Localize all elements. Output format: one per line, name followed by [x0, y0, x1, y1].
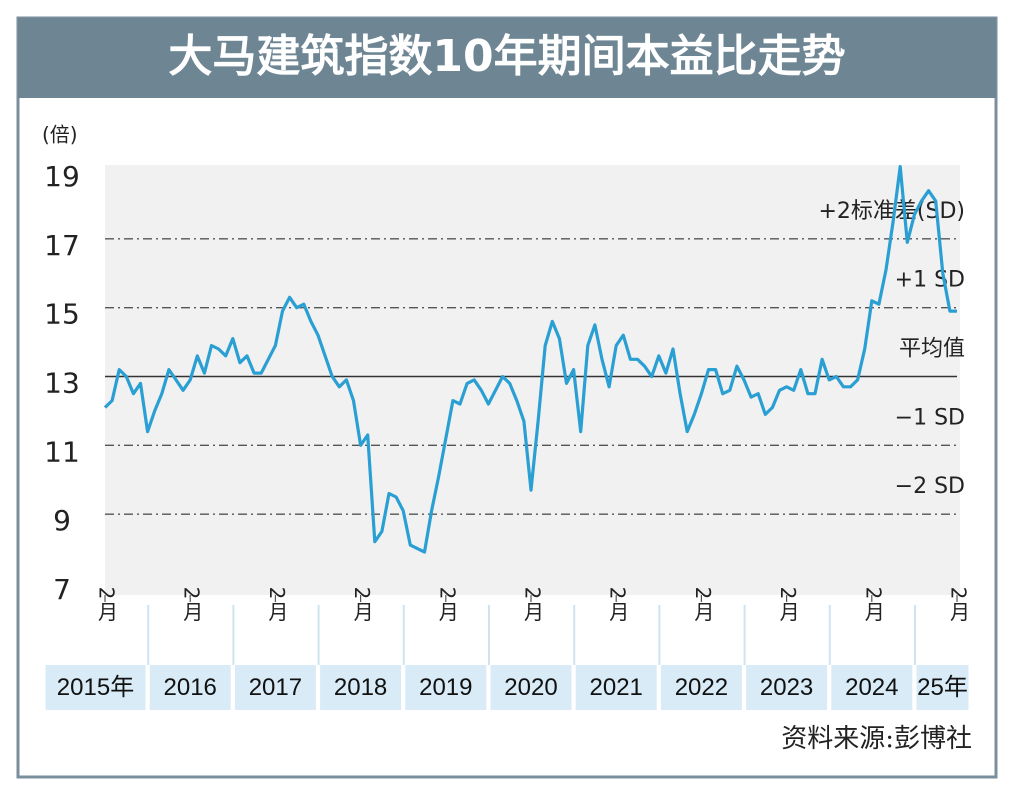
x-tick-label: 2月: [606, 587, 630, 624]
x-tick-label: 2月: [350, 587, 374, 624]
reference-label: 平均值: [899, 337, 965, 362]
x-tick-label: 2月: [691, 587, 715, 624]
reference-label: −1 SD: [895, 405, 965, 430]
chart-title: 大马建筑指数10年期间本益比走势: [168, 31, 845, 82]
year-cell: [660, 665, 742, 710]
y-tick-label: 15: [44, 298, 80, 331]
x-tick-label: 2月: [861, 587, 885, 624]
y-axis-label: (倍): [42, 123, 78, 147]
year-label: 2022: [675, 674, 728, 701]
year-label: 2023: [760, 674, 813, 701]
y-tick-label: 17: [44, 229, 80, 262]
year-label: 2017: [249, 674, 302, 701]
data-line: [103, 165, 957, 554]
year-cell: [916, 665, 969, 710]
year-label: 2024: [845, 674, 898, 701]
reference-label: −2 SD: [895, 474, 965, 499]
year-label: 2018: [334, 674, 387, 701]
year-label: 2015年: [57, 674, 134, 701]
y-tick-label: 13: [44, 367, 80, 400]
x-tick-label: 2月: [947, 587, 971, 624]
year-cell: [45, 665, 146, 710]
x-tick-label: 2月: [180, 587, 204, 624]
x-tick-label: 2月: [435, 587, 459, 624]
x-tick-label: 2月: [776, 587, 800, 624]
year-cell: [320, 665, 402, 710]
year-cell: [575, 665, 657, 710]
y-tick-label: 19: [44, 160, 80, 193]
year-cell: [490, 665, 572, 710]
title-bar: [18, 18, 996, 98]
source: 资料来源:彭博社: [781, 724, 972, 754]
year-cell: [405, 665, 487, 710]
year-cell: [149, 665, 231, 710]
year-cell: [746, 665, 828, 710]
year-label: 2021: [590, 674, 643, 701]
y-tick-label: 11: [44, 435, 80, 468]
year-label: 2019: [419, 674, 472, 701]
x-tick-label: 2月: [521, 587, 545, 624]
y-tick-label: 7: [53, 573, 71, 606]
year-label: 2020: [504, 674, 557, 701]
reference-label: +1 SD: [895, 268, 965, 293]
year-cell: [831, 665, 913, 710]
year-cell: [234, 665, 316, 710]
year-label: 2016: [164, 674, 217, 701]
y-tick-label: 9: [53, 504, 71, 537]
x-tick-label: 2月: [95, 587, 119, 624]
year-label: 25年: [917, 674, 968, 701]
x-tick-label: 2月: [265, 587, 289, 624]
